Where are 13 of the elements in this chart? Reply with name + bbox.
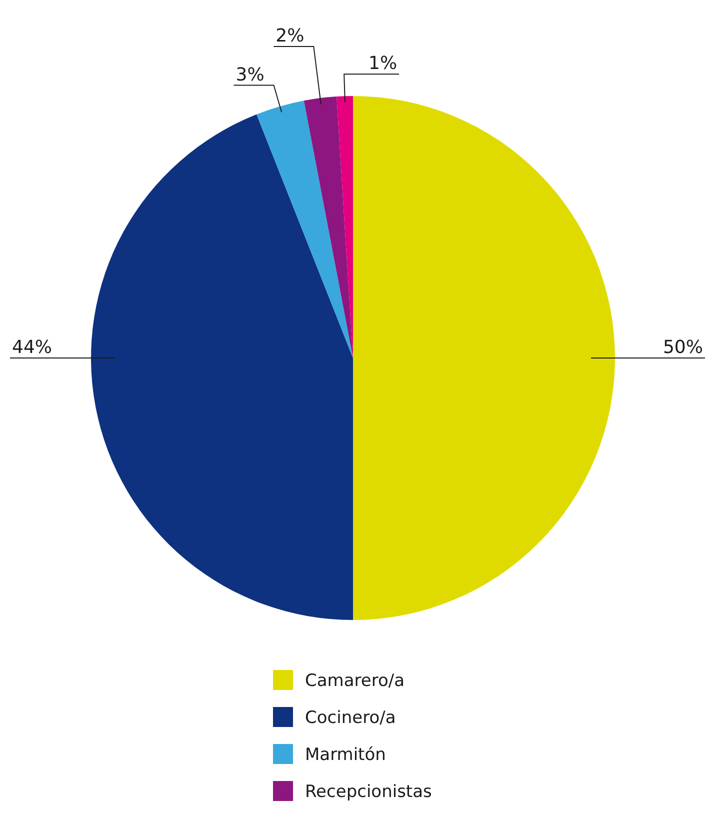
legend-label: Recepcionistas [305,782,432,802]
legend-label: Cocinero/a [305,708,396,728]
data-label: 50% [662,337,703,358]
data-label: 1% [368,53,398,74]
data-label: 44% [12,337,52,358]
legend-label: Camarero/a [305,671,405,691]
data-label: 2% [276,25,304,46]
pie-slice [353,96,614,620]
pie-slice [256,100,353,358]
pie-slice [92,114,353,620]
legend-label: Marmitón [305,745,386,765]
pie-slice [304,96,353,358]
data-label: 3% [236,64,264,86]
